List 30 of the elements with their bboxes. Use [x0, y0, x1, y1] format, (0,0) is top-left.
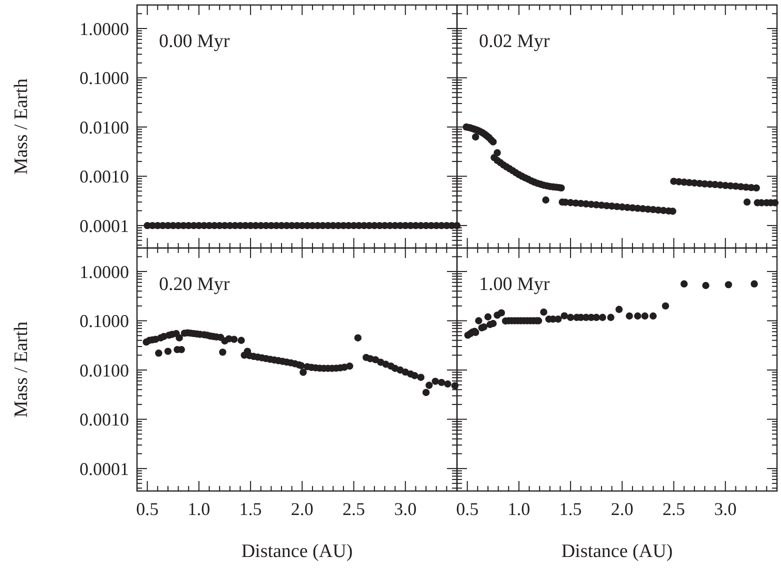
y-tick-label: 0.0010: [80, 166, 129, 187]
y-tick-label: 1.0000: [80, 18, 129, 39]
x-tick-label: 2.5: [342, 499, 366, 519]
x-tick-label: 1.0: [508, 499, 530, 519]
x-tick-label: 2.5: [662, 499, 686, 519]
x-tick-label: 1.5: [559, 499, 582, 519]
y-tick-label: 0.0001: [80, 458, 129, 479]
text: 1.00 Myr: [479, 274, 550, 295]
y-tick-label: 0.1000: [80, 68, 129, 88]
y-tick-label: 0.0100: [80, 117, 129, 138]
y-tick-label: 1.0000: [80, 262, 129, 282]
y-axis-title: Mass / Earth: [11, 320, 32, 418]
y-tick-label: 0.0100: [80, 360, 129, 380]
x-axis-title: Distance (AU): [561, 541, 673, 562]
text: 0.02 Myr: [479, 31, 550, 52]
x-tick-label: 2.0: [290, 499, 314, 519]
y-tick-label: 0.1000: [80, 311, 129, 332]
text: 0.20 Myr: [159, 274, 230, 295]
x-tick-label: 2.0: [610, 499, 634, 519]
y-tick-label: 0.0010: [80, 410, 129, 430]
x-tick-label: 3.0: [394, 499, 417, 519]
x-tick-label: 0.5: [136, 499, 159, 519]
x-tick-label: 1.5: [239, 499, 262, 519]
x-tick-label: 3.0: [714, 499, 737, 519]
y-axis-title: Mass / Earth: [11, 78, 32, 175]
text: 0.00 Myr: [159, 31, 230, 52]
x-axis-title: Distance (AU): [241, 541, 353, 562]
x-tick-label: 1.0: [188, 499, 210, 519]
x-tick-label: 0.5: [456, 499, 479, 519]
y-tick-label: 0.0001: [80, 216, 129, 236]
